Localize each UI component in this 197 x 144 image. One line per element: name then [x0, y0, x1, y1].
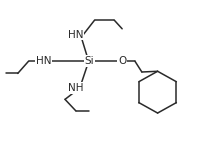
Text: HN: HN [36, 56, 51, 66]
Text: Si: Si [85, 56, 94, 66]
Text: HN: HN [68, 30, 84, 40]
Text: NH: NH [68, 83, 84, 93]
Text: O: O [118, 56, 126, 66]
